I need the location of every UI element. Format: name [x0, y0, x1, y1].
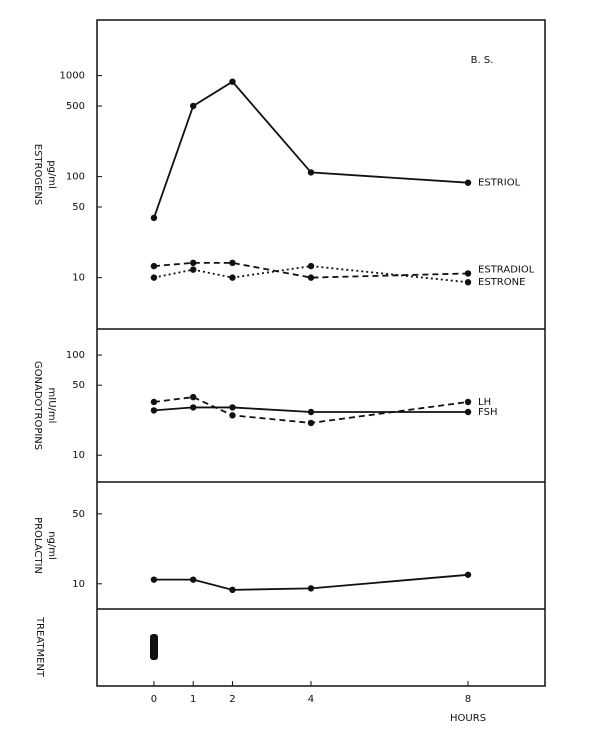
- data-point: [150, 274, 158, 281]
- series-label: FSH: [478, 407, 497, 418]
- y-tick-label: 10: [72, 450, 85, 461]
- data-point: [150, 407, 158, 414]
- x-axis-label: HOURS: [450, 713, 486, 724]
- data-point: [189, 266, 197, 273]
- y-axis-unit: pg/ml: [46, 160, 57, 189]
- data-point: [189, 404, 197, 411]
- data-point: [229, 586, 236, 594]
- x-tick-label: 8: [465, 694, 471, 705]
- data-point: [229, 274, 236, 281]
- x-tick-label: 4: [308, 694, 314, 705]
- data-point: [307, 419, 315, 427]
- x-tick-label: 1: [190, 694, 196, 705]
- data-point: [464, 398, 472, 406]
- x-tick-label: 0: [151, 694, 157, 705]
- y-tick-label: 10: [72, 579, 85, 590]
- y-tick-label: 500: [66, 101, 85, 112]
- y-axis-label: PROLACTIN: [32, 517, 43, 574]
- y-tick-label: 50: [72, 202, 85, 213]
- data-point: [189, 102, 197, 110]
- data-point: [150, 262, 158, 270]
- y-tick-label: 1000: [60, 71, 85, 82]
- data-point: [307, 262, 315, 270]
- data-point: [307, 169, 315, 176]
- y-tick-label: 50: [72, 380, 85, 391]
- annotation: B. S.: [471, 55, 494, 66]
- y-tick-label: 50: [72, 509, 85, 520]
- data-point: [150, 398, 158, 406]
- data-point: [189, 576, 197, 583]
- data-point: [464, 179, 472, 186]
- y-tick-label: 10: [72, 273, 85, 284]
- data-point: [150, 214, 158, 222]
- data-point: [464, 270, 472, 277]
- y-tick-label: 100: [66, 172, 85, 183]
- series-label: ESTRIOL: [478, 178, 521, 189]
- data-point: [150, 576, 158, 583]
- x-tick-label: 2: [229, 694, 235, 705]
- series-label: ESTRADIOL: [478, 264, 535, 275]
- treatment-label: TREATMENT: [34, 616, 45, 678]
- data-point: [189, 393, 197, 401]
- data-point: [307, 408, 315, 416]
- data-point: [229, 412, 236, 419]
- data-point: [307, 274, 315, 281]
- data-point: [189, 259, 197, 267]
- series-label: LH: [478, 397, 491, 408]
- series-line: [153, 80, 469, 219]
- y-tick-label: 100: [66, 350, 85, 361]
- y-axis-unit: mIU/ml: [46, 388, 57, 424]
- treatment-marker: [150, 634, 158, 660]
- y-axis-label: GONADOTROPINS: [32, 361, 43, 450]
- data-point: [464, 408, 472, 416]
- data-point: [229, 404, 236, 411]
- data-point: [464, 279, 472, 286]
- series-line: [153, 261, 469, 279]
- data-point: [229, 78, 236, 85]
- data-point: [307, 585, 315, 592]
- y-axis-unit: ng/ml: [46, 531, 57, 560]
- data-point: [464, 571, 472, 578]
- series-label: ESTRONE: [478, 277, 525, 288]
- data-point: [229, 259, 236, 267]
- y-axis-label: ESTROGENS: [32, 144, 43, 206]
- plot-frame: [96, 19, 546, 687]
